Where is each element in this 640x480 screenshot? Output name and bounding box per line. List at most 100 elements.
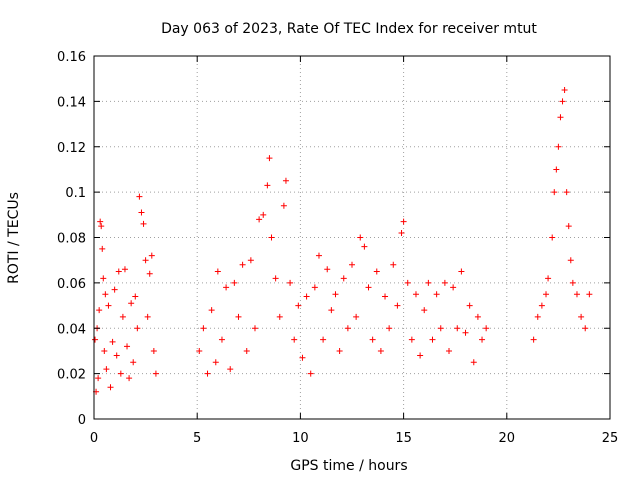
data-point	[324, 266, 331, 273]
data-point	[264, 182, 271, 189]
data-point	[97, 218, 104, 225]
x-tick-label: 10	[292, 431, 309, 446]
data-point	[105, 302, 112, 309]
data-point	[111, 286, 118, 293]
data-point	[315, 252, 322, 259]
data-point	[377, 347, 384, 354]
data-points	[92, 87, 593, 395]
data-point	[320, 336, 327, 343]
y-tick-label: 0.16	[57, 50, 86, 65]
data-point	[479, 336, 486, 343]
data-point	[239, 261, 246, 268]
data-point	[136, 193, 143, 200]
data-point	[417, 352, 424, 359]
x-tick-label: 20	[499, 431, 516, 446]
data-point	[218, 336, 225, 343]
data-point	[121, 266, 128, 273]
data-point	[369, 336, 376, 343]
data-point	[349, 261, 355, 268]
data-point	[243, 347, 250, 354]
data-point	[212, 359, 219, 366]
data-point	[538, 302, 545, 309]
data-point	[152, 370, 159, 377]
data-point	[291, 336, 298, 343]
data-point	[466, 302, 473, 309]
data-point	[144, 313, 151, 320]
data-point	[287, 279, 294, 286]
data-point	[429, 336, 436, 343]
y-tick-label: 0	[78, 413, 86, 428]
data-point	[204, 370, 211, 377]
data-point	[394, 302, 401, 309]
data-point	[573, 291, 580, 298]
data-point	[386, 325, 393, 332]
y-tick-label: 0.12	[57, 141, 86, 156]
data-point	[332, 291, 339, 298]
data-point	[361, 243, 368, 250]
data-point	[126, 375, 133, 382]
data-point	[134, 325, 141, 332]
data-point	[340, 275, 347, 282]
y-tick-label: 0.04	[57, 322, 86, 337]
data-point	[115, 268, 122, 275]
data-point	[101, 347, 108, 354]
data-point	[586, 291, 593, 298]
data-point	[311, 284, 318, 291]
data-point	[390, 261, 397, 268]
data-point	[400, 218, 407, 225]
data-point	[100, 275, 107, 282]
data-point	[130, 359, 137, 366]
data-point	[142, 257, 149, 264]
data-point	[303, 293, 310, 300]
data-point	[563, 189, 570, 196]
data-point	[365, 284, 372, 291]
data-point	[408, 336, 415, 343]
data-point	[382, 293, 389, 300]
data-point	[214, 268, 221, 275]
data-point	[113, 352, 120, 359]
x-axis-label: GPS time / hours	[290, 458, 407, 474]
data-point	[557, 114, 564, 121]
x-tick-label: 5	[193, 431, 201, 446]
data-point	[98, 223, 105, 230]
data-point	[96, 307, 103, 314]
data-point	[256, 216, 263, 223]
data-point	[543, 291, 550, 298]
data-point	[344, 325, 351, 332]
x-axis-ticks: 0 5 10 15 20 25	[90, 56, 618, 446]
y-tick-label: 0.06	[57, 277, 86, 292]
chart-title: Day 063 of 2023, Rate Of TEC Index for r…	[161, 21, 537, 37]
data-point	[470, 359, 477, 366]
data-point	[534, 313, 541, 320]
data-point	[530, 336, 537, 343]
data-point	[146, 270, 153, 277]
data-point	[450, 284, 457, 291]
data-point	[483, 325, 490, 332]
data-point	[107, 384, 114, 391]
data-point	[462, 329, 469, 336]
data-point	[328, 307, 335, 314]
data-point	[227, 366, 234, 373]
data-point	[551, 189, 558, 196]
data-point	[474, 313, 481, 320]
data-point	[260, 211, 267, 218]
data-point	[247, 257, 254, 264]
data-point	[196, 347, 203, 354]
data-point	[109, 338, 116, 345]
data-point	[295, 302, 302, 309]
data-point	[92, 336, 99, 343]
data-point	[231, 279, 238, 286]
data-point	[357, 234, 364, 241]
y-tick-label: 0.02	[57, 368, 86, 383]
data-point	[299, 354, 306, 361]
data-point	[545, 275, 552, 282]
data-point	[437, 325, 444, 332]
x-tick-label: 15	[395, 431, 412, 446]
data-point	[200, 325, 207, 332]
data-point	[565, 223, 572, 230]
data-point	[266, 155, 273, 162]
data-point	[561, 87, 568, 94]
data-point	[140, 220, 147, 227]
data-point	[412, 291, 419, 298]
data-point	[102, 291, 109, 298]
